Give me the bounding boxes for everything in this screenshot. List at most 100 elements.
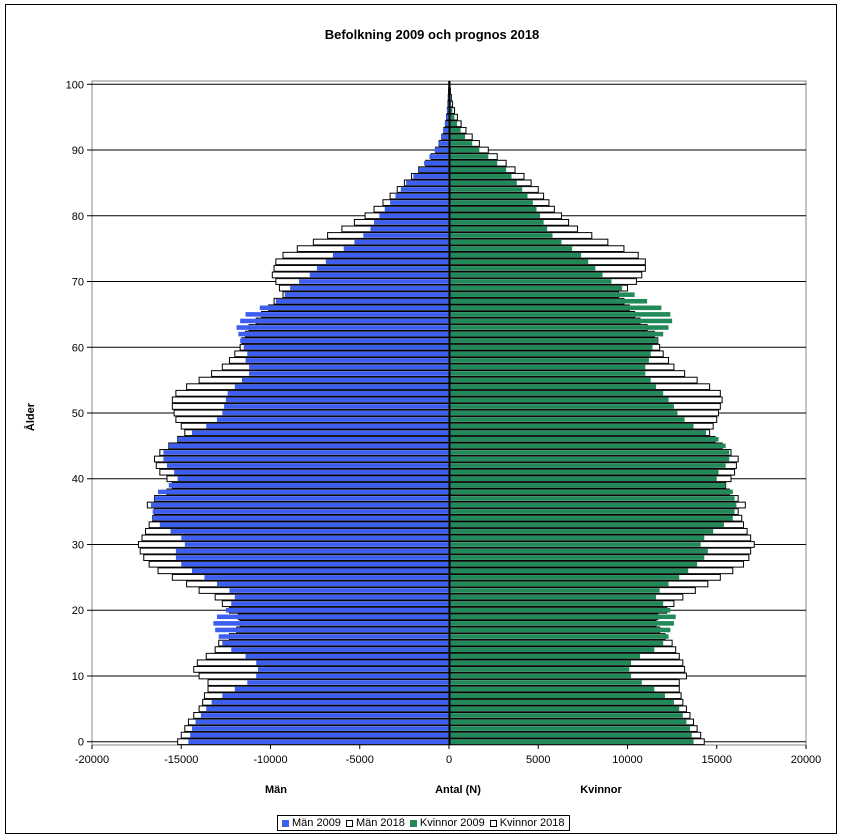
bar-women-2009: [449, 621, 674, 626]
bar-men-2009: [249, 371, 449, 376]
chart-title: Befolkning 2009 och prognos 2018: [325, 27, 540, 42]
bar-women-2009: [449, 588, 660, 593]
bar-women-2009: [449, 634, 669, 639]
bar-women-2009: [449, 699, 674, 705]
bar-women-2009: [449, 305, 662, 311]
bar-men-2009: [395, 193, 449, 199]
bar-men-2009: [284, 292, 449, 297]
bar-women-2009: [449, 437, 719, 442]
bar-men-2009: [154, 496, 449, 501]
bar-women-2009: [449, 581, 669, 587]
side-label-women: Kvinnor: [580, 784, 622, 796]
y-axis-label: Ålder: [24, 402, 37, 431]
bar-women-2009: [449, 220, 544, 225]
bar-women-2009: [449, 114, 455, 120]
bar-women-2009: [449, 226, 548, 232]
bar-men-2009: [177, 476, 449, 482]
bar-men-2009: [309, 272, 449, 278]
bar-women-2009: [449, 561, 698, 567]
bar-men-2009: [166, 463, 449, 468]
bar-men-2009: [225, 397, 449, 403]
x-tick-label: -20000: [75, 754, 109, 766]
bar-women-2009: [449, 667, 630, 672]
x-tick-label: 5000: [526, 754, 550, 766]
bar-women-2009: [449, 141, 473, 146]
bar-women-2009: [449, 410, 678, 416]
bar-women-2009: [449, 147, 480, 153]
bar-men-2009: [245, 358, 449, 363]
bar-women-2009: [449, 338, 658, 343]
bar-men-2009: [443, 128, 449, 133]
bar-women-2009: [449, 252, 582, 258]
bar-men-2009: [240, 318, 449, 324]
bar-men-2009: [413, 174, 449, 179]
bar-women-2009: [449, 318, 673, 324]
bar-men-2009: [204, 575, 449, 580]
bar-men-2009: [158, 489, 450, 495]
bar-men-2009: [152, 515, 449, 521]
bar-men-2009: [406, 180, 449, 186]
bar-men-2009: [249, 364, 449, 370]
bar-men-2009: [195, 719, 449, 725]
legend-item: Män 2018: [345, 817, 405, 829]
bar-men-2009: [216, 417, 449, 422]
legend-item: Män 2009: [282, 817, 341, 829]
bar-men-2009: [152, 509, 449, 514]
bar-women-2009: [449, 601, 664, 606]
bar-women-2009: [449, 627, 671, 633]
bar-men-2009: [181, 535, 449, 541]
bar-men-2009: [184, 542, 449, 547]
y-tick-label: 90: [72, 145, 84, 157]
bar-men-2009: [384, 206, 449, 212]
bar-women-2009: [449, 732, 692, 738]
bar-women-2009: [449, 535, 705, 541]
bar-men-2009: [363, 233, 449, 238]
y-tick-label: 10: [72, 671, 84, 683]
bar-men-2009: [215, 627, 449, 633]
bar-women-2009: [449, 423, 694, 429]
bar-women-2009: [449, 443, 726, 449]
bar-women-2009: [449, 174, 512, 179]
bar-women-2009: [449, 417, 685, 422]
legend-swatch: [489, 819, 497, 827]
bar-men-2009: [175, 555, 449, 560]
bar-women-2009: [449, 739, 694, 744]
bar-women-2009: [449, 542, 701, 547]
bar-men-2009: [400, 187, 449, 192]
bar-women-2009: [449, 397, 669, 403]
bar-women-2009: [449, 456, 730, 462]
bar-men-2009: [234, 686, 449, 692]
legend-label: Män 2009: [292, 817, 341, 829]
x-tick-label: -10000: [253, 754, 287, 766]
bar-men-2009: [206, 706, 449, 712]
bar-men-2009: [444, 121, 449, 127]
bar-women-2009: [449, 344, 653, 350]
bar-men-2009: [213, 621, 449, 626]
x-tick-label: 0: [446, 754, 452, 766]
bar-women-2009: [449, 515, 733, 521]
bar-men-2009: [175, 548, 449, 554]
bar-women-2009: [449, 377, 651, 383]
legend-swatch: [345, 819, 353, 827]
bar-women-2009: [449, 568, 689, 574]
bar-men-2009: [343, 246, 449, 251]
bar-men-2009: [174, 469, 450, 475]
bar-men-2009: [390, 200, 449, 205]
bar-men-2009: [245, 653, 449, 659]
bar-women-2009: [449, 693, 665, 698]
bar-men-2009: [231, 647, 449, 652]
bar-men-2009: [168, 483, 449, 488]
chart-frame: Befolkning 2009 och prognos 2018 -20000 -…: [5, 4, 837, 834]
legend-swatch: [282, 819, 289, 827]
y-axis-ticks: 0 10 20 30 40 50 60 70 80 90 100: [66, 79, 84, 748]
bar-women-2009: [449, 154, 489, 159]
bar-women-2009: [449, 298, 648, 304]
bar-women-2009: [449, 187, 523, 192]
bar-men-2009: [229, 588, 449, 593]
bar-women-2009: [449, 364, 646, 370]
bar-men-2009: [256, 673, 449, 679]
bar-men-2009: [440, 134, 449, 140]
bar-women-2009: [449, 160, 498, 166]
bar-women-2009: [449, 548, 708, 554]
bar-women-2009: [449, 614, 676, 620]
